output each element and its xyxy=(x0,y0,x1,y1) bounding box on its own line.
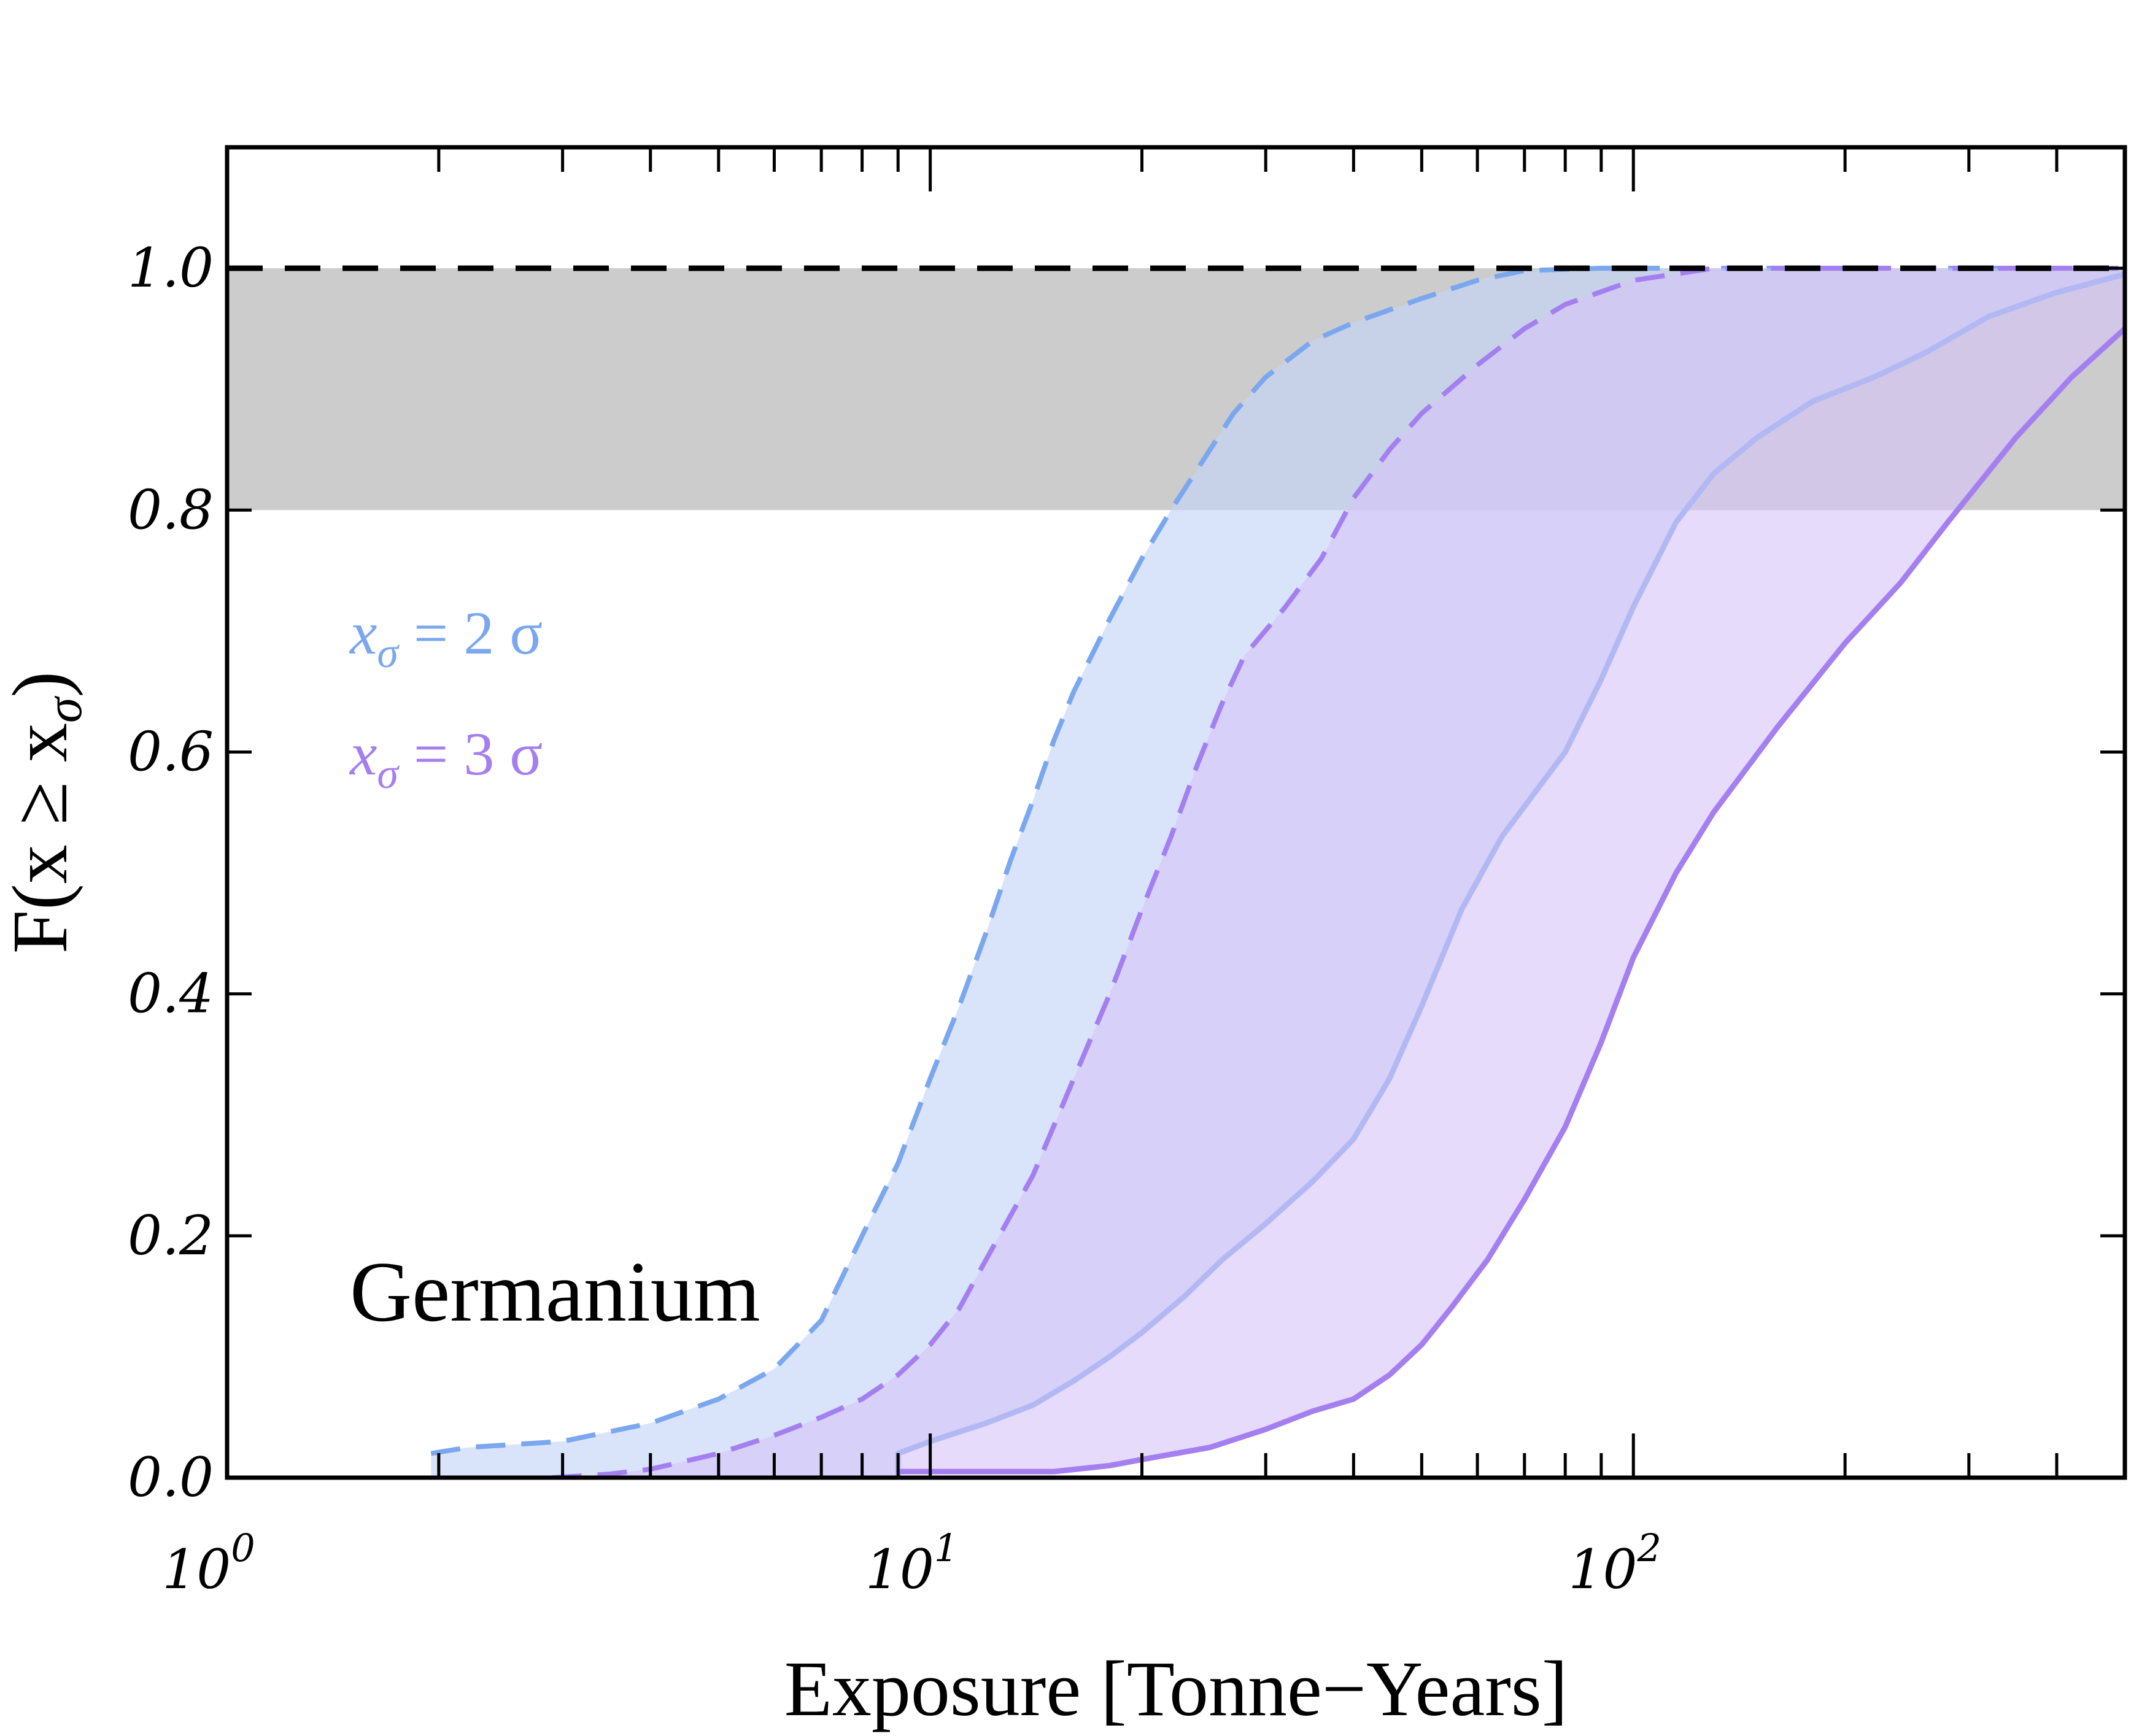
x-tick-label-base: 10 xyxy=(865,1538,934,1601)
legend-2-sigma-prefix: x xyxy=(349,599,377,667)
legend-2-sigma-sub: σ xyxy=(377,630,400,677)
y-axis-label-main: F(x ≥ x xyxy=(0,723,83,954)
y-tick-label: 1.0 xyxy=(128,236,214,299)
x-tick-label-exponent: 1 xyxy=(934,1526,958,1570)
y-tick-label: 0.2 xyxy=(128,1204,214,1267)
y-axis-label-close: ) xyxy=(0,671,83,698)
x-tick-label-exponent: 0 xyxy=(231,1526,255,1570)
legend-2-sigma-text: = 2 σ xyxy=(398,599,543,667)
legend-3-sigma-prefix: x xyxy=(349,720,377,788)
y-tick-label: 0.6 xyxy=(128,720,214,783)
plot-frame xyxy=(225,145,2127,1480)
legend: xσ = 2 σ xσ = 3 σ xyxy=(349,599,543,798)
legend-3-sigma-text: = 3 σ xyxy=(398,720,543,788)
legend-entry-2-sigma: xσ = 2 σ xyxy=(349,599,543,677)
x-tick-label-exponent: 2 xyxy=(1637,1526,1661,1570)
x-tick-label: 102 xyxy=(1569,1526,1661,1601)
series-3-sigma-lower-line xyxy=(898,326,2125,1475)
series-3-sigma-upper-line xyxy=(552,266,2125,1478)
series-2-sigma-upper-line xyxy=(430,266,2125,1456)
x-tick-label: 100 xyxy=(162,1526,255,1601)
y-axis-label: F(x ≥ xσ) xyxy=(0,671,93,954)
legend-3-sigma-sub: σ xyxy=(377,750,400,798)
y-tick-label: 0.8 xyxy=(128,478,214,541)
y-tick-label: 0.0 xyxy=(128,1446,214,1509)
x-tick-label-base: 10 xyxy=(1569,1538,1638,1601)
series-3-sigma-band xyxy=(552,268,2125,1478)
ticks-layer xyxy=(225,147,2127,1479)
x-tick-label: 101 xyxy=(865,1526,958,1601)
x-tick-label-base: 10 xyxy=(162,1538,231,1601)
legend-entry-3-sigma: xσ = 3 σ xyxy=(349,720,543,798)
x-axis-label: Exposure [Tonne−Years] xyxy=(784,1645,1568,1732)
y-axis-label-sub: σ xyxy=(36,695,93,723)
material-annotation: Germanium xyxy=(350,1244,760,1340)
series-layer xyxy=(430,266,2125,1478)
y-tick-label: 0.4 xyxy=(128,962,214,1025)
